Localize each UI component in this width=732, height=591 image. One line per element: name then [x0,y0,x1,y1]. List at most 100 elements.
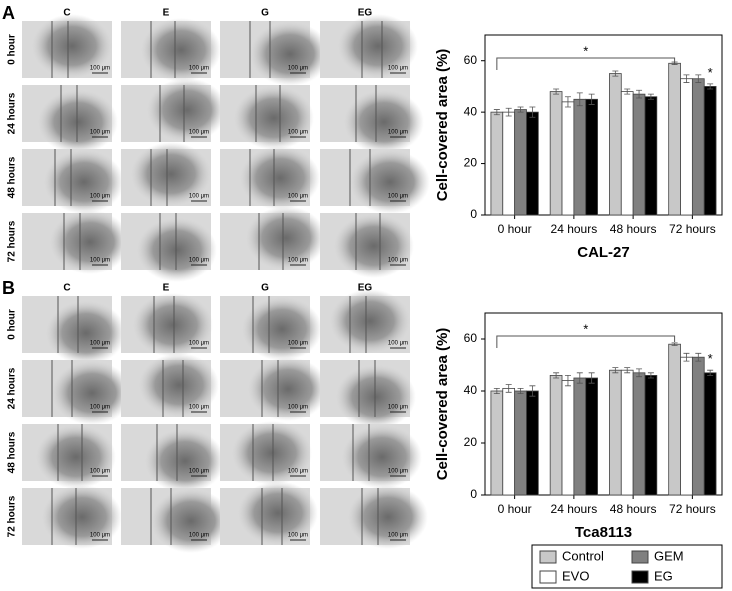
row-label: 24 hours [7,367,18,409]
column-label: E [163,283,170,294]
scale-bar-label: 100 μm [388,130,408,136]
scale-bar-label: 100 μm [288,469,308,475]
error-bar [553,372,560,379]
cell-region [246,206,326,270]
x-tick-label: 24 hours [551,222,598,236]
error-bar [517,106,524,113]
error-bar [553,88,560,95]
bar [620,91,634,216]
cell-region [242,297,322,361]
error-bar [683,74,690,83]
column-label: C [63,283,70,294]
scale-bar-label: 100 μm [90,405,110,411]
cell-region [348,485,428,549]
x-tick-label: 0 hour [498,222,532,236]
row-label: 72 hours [7,220,18,262]
error-bar [564,375,571,387]
scale-bar-label: 100 μm [90,194,110,200]
significance-bracket [496,57,676,70]
cell-region [238,481,318,545]
plot-frame [484,34,723,216]
error-bar [564,96,571,108]
y-tick-label: 60 [464,53,478,67]
column-label: G [261,283,269,294]
legend-frame [531,544,723,589]
cell-region [151,489,231,553]
scale-bar-label: 100 μm [189,405,209,411]
legend-swatch [631,550,649,564]
scale-bar-label: 100 μm [388,341,408,347]
row-label: 0 hour [7,309,18,340]
scale-bar-label: 100 μm [288,66,308,72]
row-label: 24 hours [7,92,18,134]
error-bar [683,352,690,362]
cell-region [344,90,424,154]
scale-bar-label: 100 μm [388,405,408,411]
scale-bar-label: 100 μm [288,130,308,136]
bar [620,369,634,496]
bar [490,390,504,496]
chart-title: Tca8113 [575,524,632,541]
row-label: 72 hours [7,495,18,537]
scale-bar-label: 100 μm [388,194,408,200]
chart-title: CAL-27 [577,244,630,261]
bar [585,377,598,496]
scale-bar-label: 100 μm [90,469,110,475]
cell-region [232,421,312,485]
cell-region [240,146,320,210]
bar [502,387,516,496]
error-bar [624,367,631,374]
error-bar [588,93,595,105]
error-bar [612,70,619,77]
bar [526,111,539,216]
cell-region [50,210,130,274]
cell-region [137,218,217,282]
scale-bar-label: 100 μm [90,258,110,264]
error-bar [505,107,512,117]
error-bar [529,385,536,397]
y-axis-label: Cell-covered area (%) [434,49,451,202]
scale-bar-label: 100 μm [189,533,209,539]
x-tick-label: 72 hours [669,222,716,236]
bar [549,91,563,216]
cell-region [145,429,225,493]
bar [668,62,681,216]
legend-label: GEM [654,548,684,563]
legend-label: Control [562,548,604,563]
error-bar [647,93,654,100]
column-label: C [63,8,70,19]
y-tick-label: 20 [464,156,478,170]
x-tick-label: 24 hours [551,502,598,516]
significance-mark: * [583,43,588,58]
row-label: 48 hours [7,156,18,198]
legend-swatch [631,570,649,584]
scale-bar-label: 100 μm [288,533,308,539]
bar [514,390,527,496]
legend-swatch [539,550,557,564]
bar [561,380,575,496]
legend-label: EVO [562,568,589,583]
row-label: 48 hours [7,431,18,473]
error-bar [588,372,595,384]
panel-letter: A [2,3,15,23]
bar [703,86,717,216]
bar [691,356,705,496]
y-axis-label: Cell-covered area (%) [434,328,451,481]
bar [526,390,539,496]
cell-region [44,150,124,214]
column-label: EG [358,283,373,294]
bar [549,374,563,496]
scale-bar-label: 100 μm [90,341,110,347]
scale-bar-label: 100 μm [189,66,209,72]
scale-bar-label: 100 μm [189,194,209,200]
cell-region [336,365,416,429]
error-bar [695,352,702,362]
x-tick-label: 48 hours [610,222,657,236]
column-label: EG [358,8,373,19]
x-tick-label: 72 hours [669,502,716,516]
cell-region [133,293,213,357]
column-label: E [163,8,170,19]
y-tick-label: 0 [470,207,477,221]
plot-frame [484,312,723,496]
